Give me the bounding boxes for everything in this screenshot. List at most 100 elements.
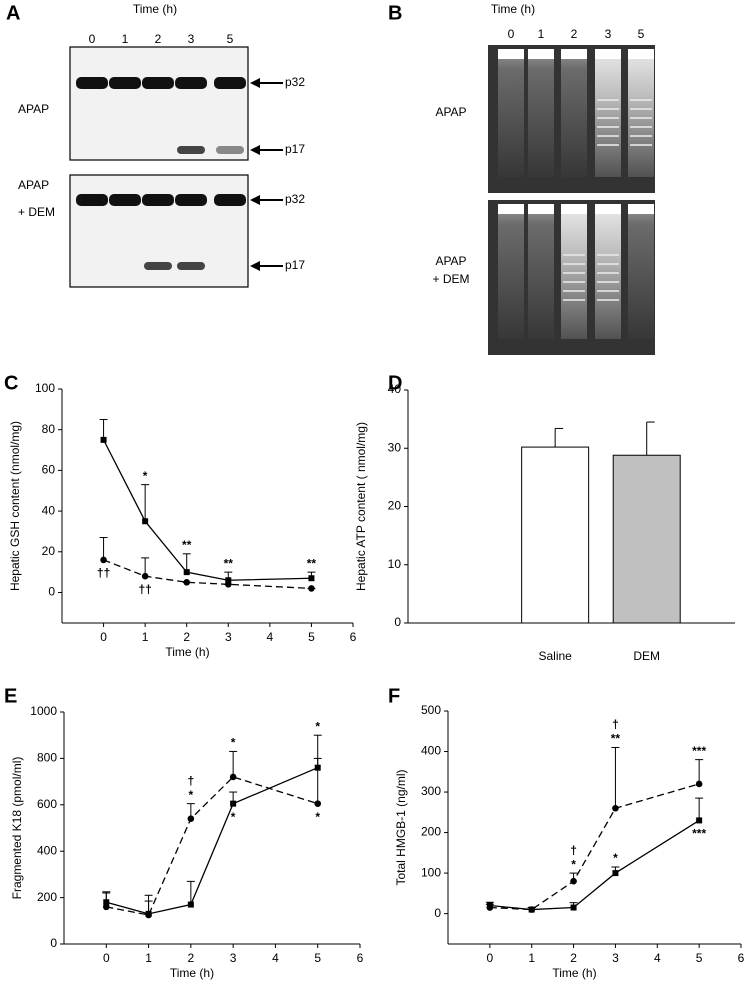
lane-smear (595, 204, 621, 339)
x-tick-label: 5 (314, 951, 321, 965)
well (628, 204, 654, 214)
annotation: † (612, 718, 619, 732)
marker (314, 800, 322, 807)
marker (229, 773, 237, 781)
y-tick-label: 0 (434, 906, 441, 920)
lane-smear (498, 49, 524, 177)
band (175, 77, 207, 89)
lane-label: 1 (122, 32, 129, 46)
series-line (106, 776, 318, 916)
y-tick-label: 200 (37, 890, 57, 904)
marker (187, 815, 195, 823)
y-tick-label: 400 (37, 843, 57, 857)
lane-smear (498, 204, 524, 339)
x-tick-label: 1 (145, 951, 152, 965)
blot-panel (69, 46, 249, 161)
x-tick-label: 4 (654, 951, 661, 965)
annotation: *** (692, 827, 706, 841)
y-axis-label: Hepatic ATP content ( nmol/mg) (354, 422, 368, 591)
marker (570, 877, 577, 885)
marker (695, 780, 703, 788)
annotation: † (188, 774, 195, 788)
arrow-head (250, 195, 260, 205)
annotation: * (315, 719, 320, 733)
marker (145, 911, 152, 919)
panel-label: F (388, 685, 400, 707)
lane-label: 5 (227, 32, 234, 46)
band (76, 77, 108, 89)
annotation: *** (692, 744, 706, 758)
arrow-head (250, 145, 260, 155)
x-tick-label: 5 (308, 630, 315, 644)
x-tick-label: 0 (103, 951, 110, 965)
marker-label: p17 (285, 258, 305, 272)
series-line (489, 819, 700, 911)
y-axis-label: Hepatic GSH content (nmol/mg) (8, 421, 22, 591)
x-tick-label: 1 (142, 630, 149, 644)
y-tick-label: 600 (37, 797, 57, 811)
x-tick-label: 6 (738, 951, 745, 965)
annotation: * (315, 810, 320, 824)
band (142, 77, 174, 89)
well (628, 49, 654, 59)
band (214, 77, 246, 89)
annotation: ** (182, 538, 192, 552)
series-line (106, 767, 318, 915)
x-tick-label: DEM (633, 649, 660, 663)
x-tick-label: 4 (267, 630, 274, 644)
marker-label: p32 (285, 192, 305, 206)
x-tick-label: 2 (183, 630, 190, 644)
y-tick-label: 100 (35, 381, 55, 395)
marker (612, 870, 619, 877)
band (144, 262, 172, 270)
marker (142, 518, 149, 525)
x-axis-label: Time (h) (170, 966, 214, 980)
annotation: †† (138, 582, 151, 596)
x-tick-label: 2 (570, 951, 577, 965)
marker (183, 579, 191, 586)
x-tick-label: 6 (357, 951, 364, 965)
y-tick-label: 300 (421, 784, 441, 798)
y-tick-label: 0 (48, 585, 55, 599)
band (214, 194, 246, 206)
marker (100, 556, 107, 564)
series-line (102, 439, 312, 581)
band (109, 194, 141, 206)
blot-title: Time (h) (491, 2, 535, 16)
y-tick-label: 0 (50, 936, 57, 950)
lane-smear (628, 204, 654, 339)
series-line (103, 559, 312, 590)
well (498, 204, 524, 214)
well (528, 204, 554, 214)
x-tick-label: 2 (188, 951, 195, 965)
panel-label: A (6, 2, 20, 24)
y-tick-label: 20 (42, 544, 56, 558)
y-tick-label: 80 (42, 422, 56, 436)
lane-smear (628, 49, 654, 177)
annotation: * (189, 788, 194, 802)
marker (100, 436, 107, 443)
annotation: ** (611, 732, 621, 746)
lane-label: 0 (508, 27, 515, 41)
marker (102, 903, 110, 911)
row-label: + DEM (18, 205, 55, 219)
annotation: ** (224, 556, 234, 570)
bar (521, 446, 590, 624)
y-tick-label: 10 (388, 557, 402, 571)
x-tick-label: 3 (612, 951, 619, 965)
y-tick-label: 200 (421, 825, 441, 839)
row-label: APAP (435, 105, 466, 119)
well (528, 49, 554, 59)
lane-smear (528, 204, 554, 339)
x-tick-label: 3 (225, 630, 232, 644)
annotation: * (613, 851, 618, 865)
row-label: APAP (18, 178, 49, 192)
band (175, 194, 207, 206)
blot-panel (69, 174, 249, 288)
blot-title: Time (h) (133, 2, 177, 16)
lane-smear (561, 49, 587, 177)
marker (308, 585, 315, 592)
panel-label: C (4, 372, 18, 394)
